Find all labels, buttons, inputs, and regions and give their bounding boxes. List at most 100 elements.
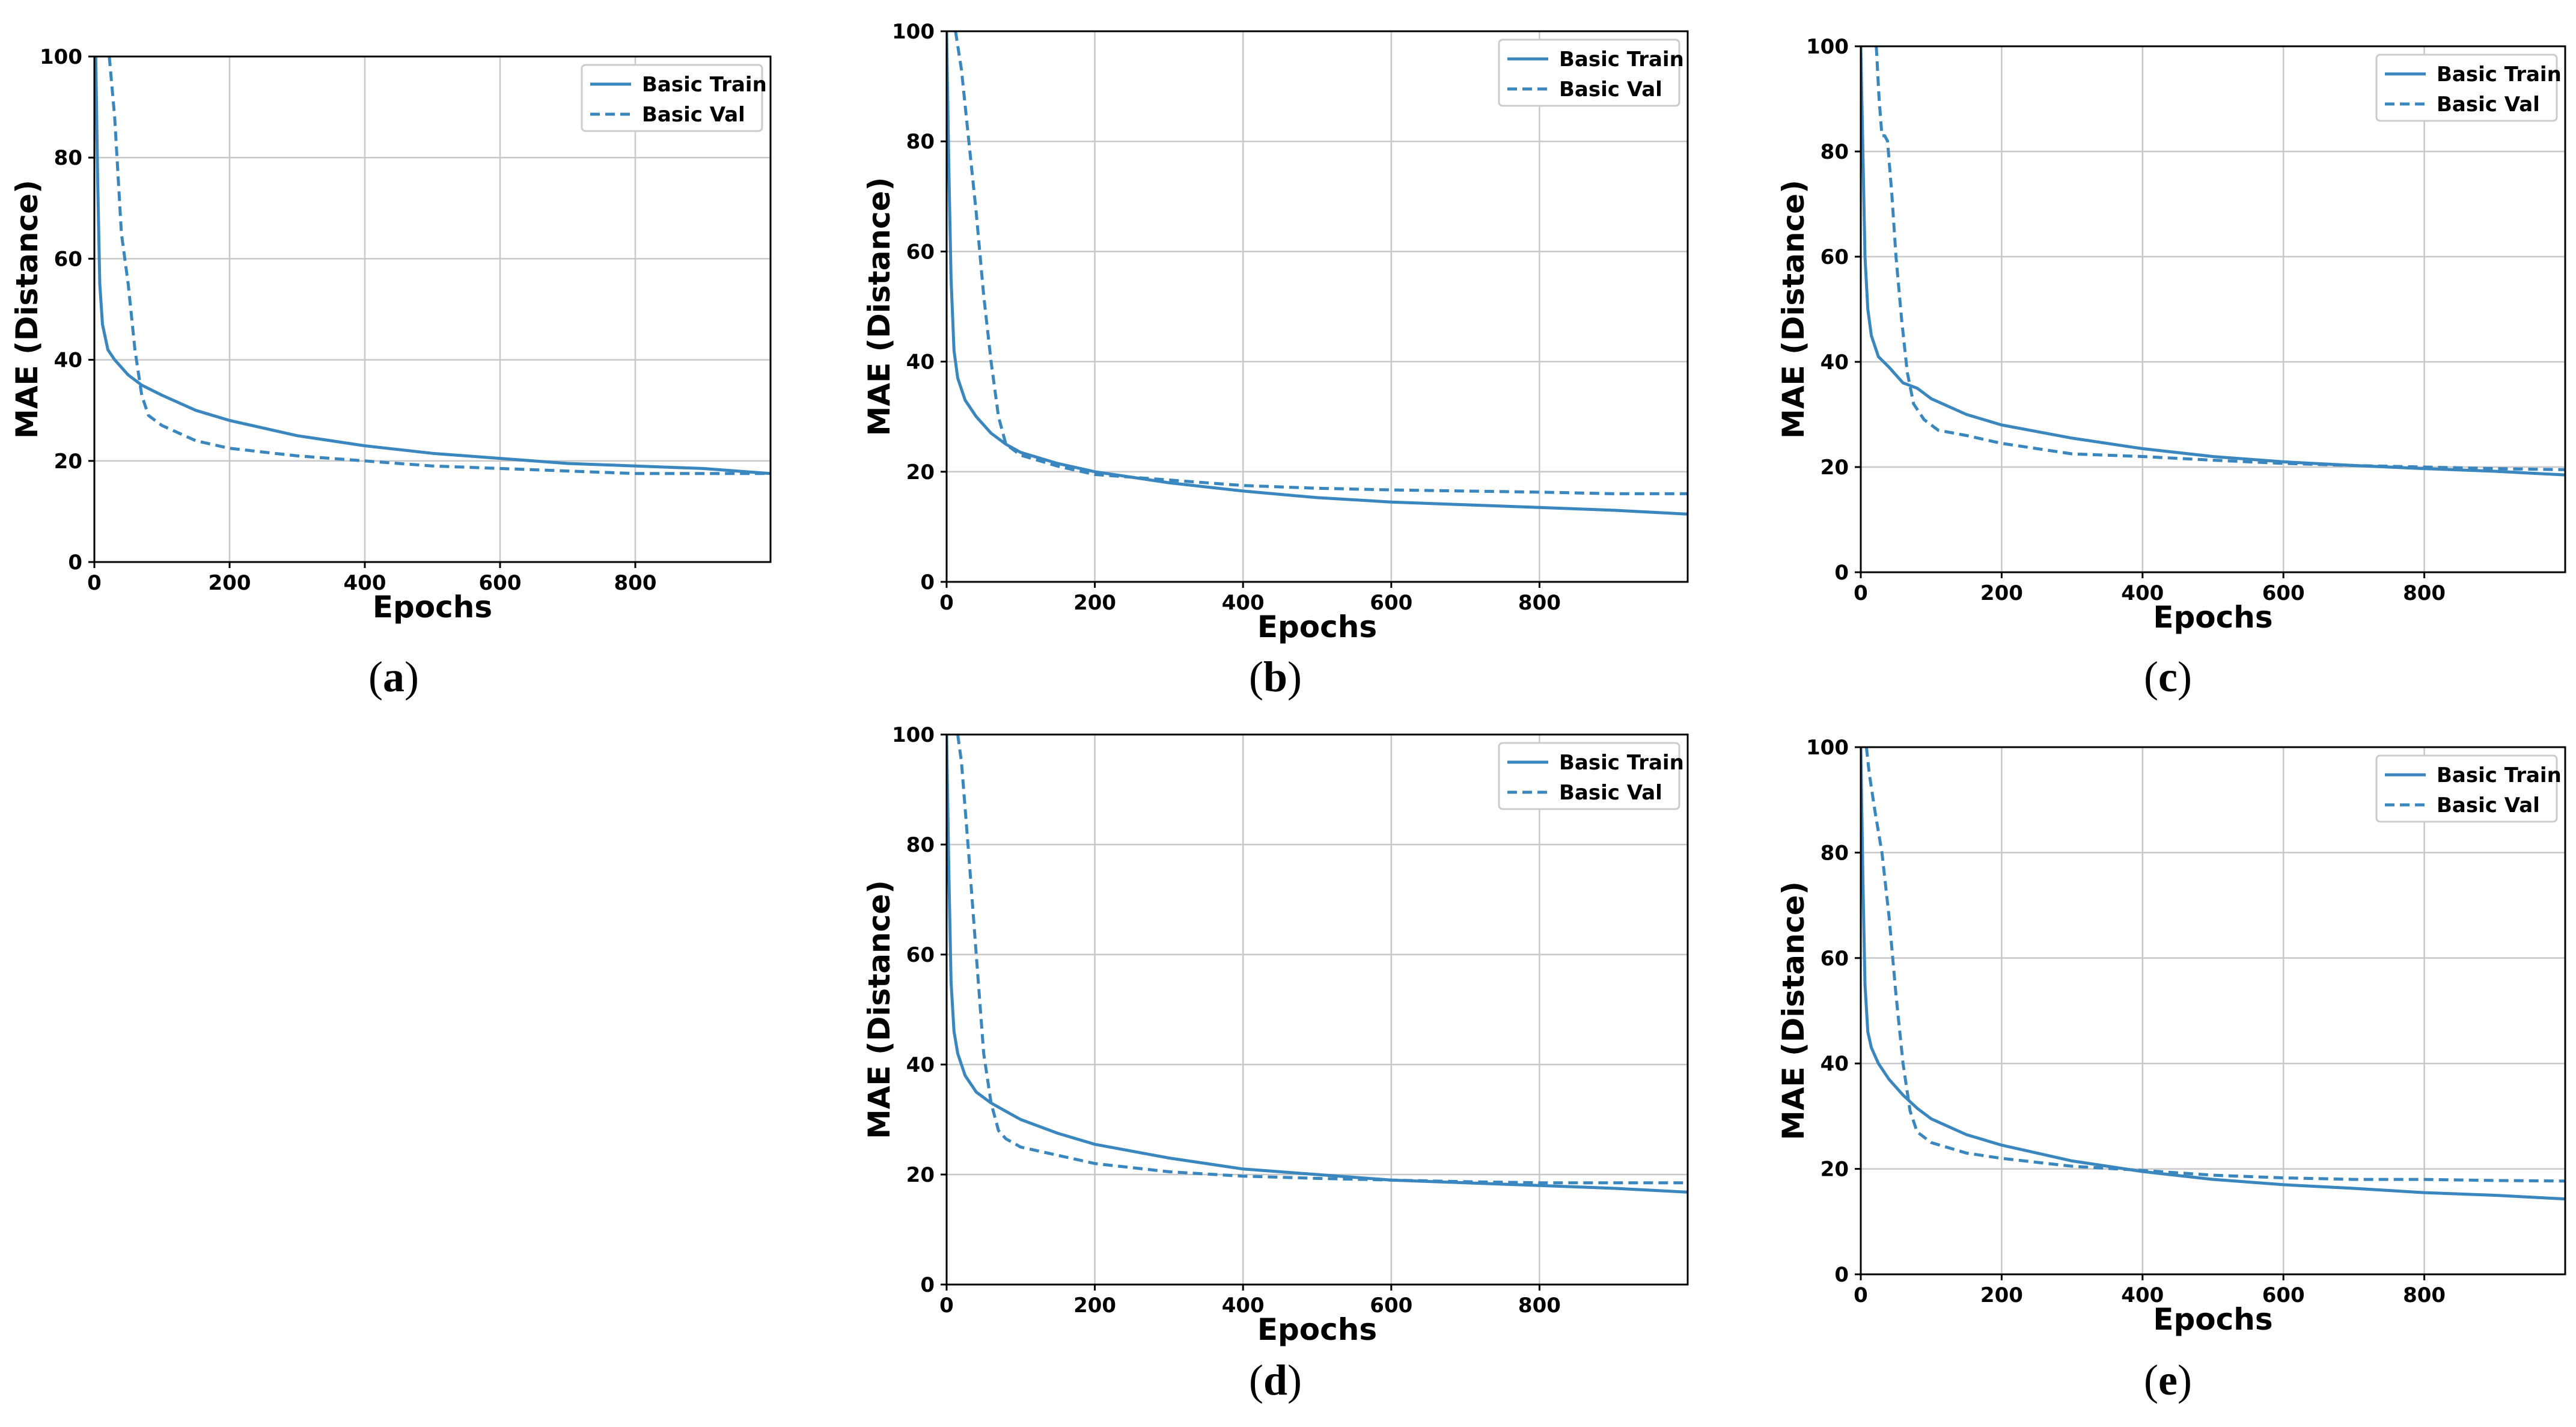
x-tick-label: 0 — [939, 1294, 954, 1318]
y-tick-label: 100 — [892, 20, 935, 44]
series-line-basic-train — [1861, 747, 2565, 1201]
y-tick-label: 60 — [906, 240, 935, 264]
panel-caption: (a) — [368, 653, 419, 701]
y-axis-title: MAE (Distance) — [862, 880, 897, 1139]
panel-caption: (b) — [1249, 653, 1302, 701]
y-tick-label: 40 — [906, 1053, 935, 1077]
y-tick-label: 100 — [892, 723, 935, 747]
y-tick-label: 40 — [1821, 1052, 1849, 1076]
legend-label: Basic Train — [1559, 751, 1684, 775]
x-tick-label: 0 — [939, 591, 954, 615]
legend-label: Basic Train — [1559, 47, 1684, 72]
legend-label: Basic Train — [2437, 63, 2562, 87]
y-tick-label: 60 — [1821, 245, 1849, 269]
y-tick-label: 0 — [68, 551, 82, 575]
series-line-basic-val — [1864, 747, 2565, 1183]
x-tick-label: 800 — [614, 571, 657, 595]
y-tick-label: 80 — [906, 130, 935, 154]
plot-frame — [1860, 746, 2566, 1276]
x-axis-title: Epochs — [2153, 600, 2272, 635]
x-tick-label: 600 — [1370, 1294, 1412, 1318]
y-tick-label: 80 — [54, 146, 82, 170]
x-tick-label: 600 — [479, 571, 522, 595]
panel-caption: (d) — [1249, 1356, 1302, 1404]
y-tick-label: 0 — [920, 1273, 935, 1297]
x-tick-label: 200 — [1073, 1294, 1116, 1318]
legend: Basic Train Basic Val — [2375, 754, 2562, 823]
x-tick-label: 200 — [1980, 1283, 2023, 1307]
y-tick-label: 100 — [1806, 736, 1849, 760]
x-tick-label: 400 — [1222, 1294, 1265, 1318]
y-tick-label: 100 — [1806, 35, 1849, 59]
y-tick-label: 20 — [906, 1163, 935, 1187]
chart-panel-e: 0 200 400 600 800 0 20 40 60 80 100 Epochs MAE (Dist… — [1776, 736, 2566, 1404]
y-tick-label: 60 — [1821, 947, 1849, 971]
plot-frame — [1860, 45, 2566, 573]
x-tick-label: 200 — [1073, 591, 1116, 615]
x-axis-title: Epochs — [1257, 1312, 1377, 1347]
legend-label: Basic Val — [642, 103, 745, 127]
x-tick-label: 800 — [2403, 1283, 2446, 1307]
y-axis-title: MAE (Distance) — [10, 180, 44, 439]
y-axis-title: MAE (Distance) — [1776, 180, 1811, 439]
legend: Basic Train Basic Val — [581, 64, 767, 132]
x-tick-label: 200 — [1980, 581, 2023, 605]
legend-label: Basic Val — [2437, 793, 2540, 817]
x-tick-label: 200 — [209, 571, 251, 595]
plot-frame — [945, 733, 1689, 1286]
y-axis-title: MAE (Distance) — [1776, 881, 1811, 1140]
y-tick-label: 40 — [906, 350, 935, 374]
y-tick-label: 20 — [54, 450, 82, 474]
y-tick-label: 40 — [1821, 350, 1849, 374]
x-tick-label: 0 — [87, 571, 102, 595]
chart-panel-c: 0 200 400 600 800 0 20 40 60 80 100 Epochs MAE (Dist… — [1776, 35, 2566, 701]
y-tick-label: 40 — [54, 349, 82, 373]
chart-panel-d: 0 200 400 600 800 0 20 40 60 80 100 Epochs MAE (Dist… — [862, 723, 1689, 1404]
x-tick-label: 400 — [2121, 581, 2164, 605]
x-axis-title: Epochs — [373, 590, 492, 625]
plot-frame — [93, 55, 772, 563]
y-tick-label: 80 — [906, 833, 935, 857]
x-axis-title: Epochs — [1257, 610, 1377, 644]
series-line-basic-train — [94, 57, 771, 475]
x-tick-label: 400 — [344, 571, 386, 595]
series-line-basic-val — [954, 31, 1688, 495]
series-line-basic-val — [1875, 46, 2565, 471]
y-tick-label: 20 — [1821, 1158, 1849, 1182]
x-tick-label: 0 — [1854, 581, 1868, 605]
x-tick-label: 600 — [2262, 1283, 2305, 1307]
x-tick-label: 400 — [2121, 1283, 2164, 1307]
legend: Basic Train Basic Val — [1498, 38, 1684, 107]
series-line-basic-val — [108, 57, 771, 475]
series-line-basic-train — [947, 31, 1688, 516]
legend: Basic Train Basic Val — [1498, 742, 1684, 810]
y-tick-label: 100 — [40, 45, 82, 69]
x-tick-label: 800 — [1518, 591, 1561, 615]
legend-label: Basic Train — [2437, 763, 2562, 787]
legend-label: Basic Train — [642, 73, 767, 97]
plot-frame — [945, 30, 1689, 583]
y-tick-label: 0 — [920, 570, 935, 594]
y-axis-title: MAE (Distance) — [862, 177, 897, 436]
chart-panel-a: 0 200 400 600 800 0 20 40 60 80 100 Epochs MAE (Dist… — [10, 45, 772, 701]
chart-panel-b: 0 200 400 600 800 0 20 40 60 80 100 Epochs MAE (Dist… — [862, 20, 1689, 701]
series-line-basic-val — [956, 735, 1688, 1185]
x-axis-title: Epochs — [2153, 1302, 2272, 1337]
x-tick-label: 0 — [1854, 1283, 1868, 1307]
y-tick-label: 20 — [906, 460, 935, 484]
y-tick-label: 80 — [1821, 140, 1849, 164]
y-tick-label: 0 — [1834, 561, 1849, 585]
y-tick-label: 0 — [1834, 1263, 1849, 1287]
x-tick-label: 800 — [2403, 581, 2446, 605]
panel-caption: (c) — [2144, 653, 2192, 701]
legend-label: Basic Val — [1559, 78, 1662, 102]
legend-label: Basic Val — [1559, 781, 1662, 805]
y-tick-label: 80 — [1821, 841, 1849, 865]
x-tick-label: 400 — [1222, 591, 1265, 615]
legend-label: Basic Val — [2437, 93, 2540, 117]
y-tick-label: 60 — [906, 943, 935, 967]
legend: Basic Train Basic Val — [2375, 53, 2562, 122]
y-tick-label: 20 — [1821, 456, 1849, 480]
x-tick-label: 600 — [2262, 581, 2305, 605]
